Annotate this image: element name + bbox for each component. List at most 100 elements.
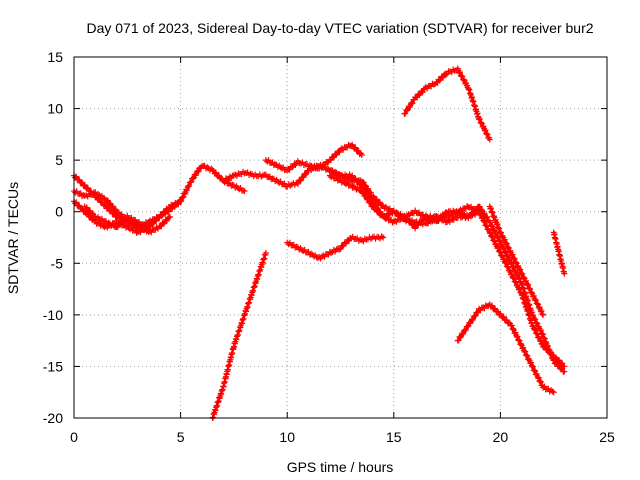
data-point-marker	[116, 221, 123, 228]
data-point-marker	[559, 365, 566, 372]
x-tick-label: 25	[599, 429, 615, 445]
data-point-marker	[406, 212, 413, 219]
data-point-marker	[78, 179, 85, 186]
data-point-marker	[183, 187, 190, 194]
data-point-marker	[503, 240, 510, 247]
y-tick-label: 15	[47, 49, 63, 65]
data-point-marker	[358, 151, 365, 158]
data-point-marker	[459, 73, 466, 80]
data-point-marker	[114, 209, 121, 216]
chart-title: Day 071 of 2023, Sidereal Day-to-day VTE…	[86, 20, 593, 36]
data-point-marker	[321, 253, 328, 260]
data-point-marker	[550, 389, 557, 396]
data-point-marker	[160, 220, 167, 227]
data-point-marker	[328, 249, 335, 256]
data-point-marker	[527, 359, 534, 366]
data-point-marker	[89, 210, 96, 217]
data-point-marker	[535, 374, 542, 381]
data-point-marker	[520, 344, 527, 351]
data-point-marker	[281, 180, 288, 187]
data-point-marker	[487, 219, 494, 226]
data-point-marker	[437, 215, 444, 222]
data-point-marker	[175, 201, 182, 208]
data-point-marker	[330, 154, 337, 161]
data-point-marker	[538, 307, 545, 314]
data-point-marker	[350, 183, 357, 190]
data-point-marker	[537, 337, 544, 344]
data-point-marker	[83, 204, 90, 211]
data-point-marker	[224, 176, 231, 183]
data-point-marker	[482, 127, 489, 134]
data-point-marker	[519, 270, 526, 277]
data-point-marker	[481, 210, 488, 217]
data-point-marker	[443, 71, 450, 78]
data-point-marker	[497, 238, 504, 245]
x-axis-title: GPS time / hours	[287, 459, 394, 475]
series-arc-m	[486, 203, 547, 318]
data-point-marker	[533, 319, 540, 326]
data-point-marker	[530, 363, 537, 370]
data-point-marker	[504, 253, 511, 260]
data-point-marker	[540, 311, 547, 318]
data-points	[71, 65, 568, 421]
data-point-marker	[320, 252, 327, 259]
data-point-marker	[186, 183, 193, 190]
data-point-marker	[488, 302, 495, 309]
y-tick-label: -15	[43, 358, 63, 374]
plot-frame	[73, 56, 608, 419]
data-point-marker	[436, 77, 443, 84]
data-point-marker	[525, 281, 532, 288]
data-point-marker	[300, 248, 307, 255]
data-point-marker	[501, 236, 508, 243]
data-point-marker	[110, 210, 117, 217]
data-point-marker	[464, 323, 471, 330]
data-point-marker	[500, 255, 507, 262]
data-point-marker	[513, 259, 520, 266]
y-tick-label: 5	[55, 152, 63, 168]
x-tick-label: 5	[177, 429, 185, 445]
series-arc-h	[284, 233, 387, 262]
data-point-marker	[522, 277, 529, 284]
grid-lines	[74, 57, 607, 418]
data-point-marker	[460, 331, 467, 338]
data-point-marker	[177, 198, 184, 205]
data-point-marker	[215, 172, 222, 179]
series-arc-i	[326, 167, 568, 370]
data-point-marker	[188, 178, 195, 185]
data-point-marker	[365, 195, 372, 202]
data-point-marker	[539, 311, 546, 318]
data-point-marker	[476, 116, 483, 123]
data-point-marker	[97, 217, 104, 224]
x-tick-label: 0	[70, 429, 78, 445]
data-point-marker	[359, 189, 366, 196]
data-point-marker	[532, 316, 539, 323]
data-point-marker	[94, 191, 101, 198]
y-tick-label: -10	[43, 307, 63, 323]
data-point-marker	[474, 309, 481, 316]
x-tick-label: 10	[279, 429, 295, 445]
data-point-marker	[522, 348, 529, 355]
series-arc-d	[81, 203, 173, 236]
data-point-marker	[419, 89, 426, 96]
series-arc-b	[71, 188, 184, 231]
data-point-marker	[288, 164, 295, 171]
data-point-marker	[462, 327, 469, 334]
data-point-marker	[505, 244, 512, 251]
data-point-marker	[556, 357, 563, 364]
data-point-marker	[517, 266, 524, 273]
data-point-marker	[556, 362, 563, 369]
data-point-marker	[491, 226, 498, 233]
data-point-marker	[530, 322, 537, 329]
data-point-marker	[500, 313, 507, 320]
data-point-marker	[278, 165, 285, 172]
data-point-marker	[204, 164, 211, 171]
data-point-marker	[481, 218, 488, 225]
data-point-marker	[412, 225, 419, 232]
series-arc-e	[209, 249, 269, 421]
data-point-marker	[469, 316, 476, 323]
y-axis-title: SDTVAR / TECUs	[5, 182, 21, 294]
data-point-marker	[530, 312, 537, 319]
series-arc-n	[550, 229, 568, 277]
data-point-marker	[498, 229, 505, 236]
data-point-marker	[457, 69, 464, 76]
